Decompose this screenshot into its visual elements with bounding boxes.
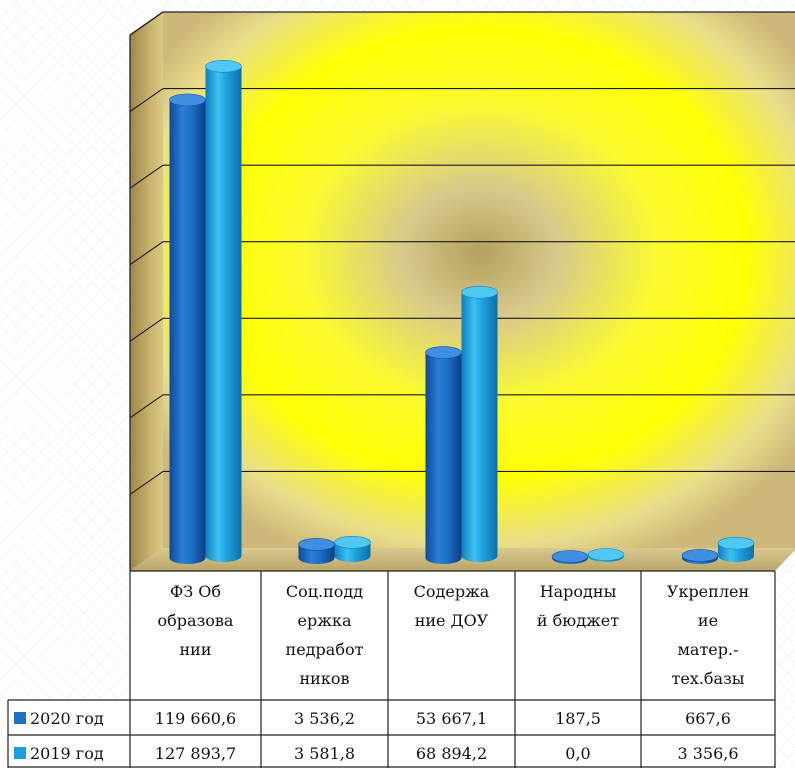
category-label-line: образова xyxy=(158,611,234,630)
bar-top xyxy=(169,93,206,107)
data-label: 53 667,1 xyxy=(416,709,487,728)
bar-top xyxy=(425,346,462,359)
bar-2020-3 xyxy=(551,550,589,564)
data-label: 3 356,6 xyxy=(677,744,738,763)
bar-2020-2 xyxy=(425,346,462,564)
category-label-line: Содержа xyxy=(414,582,490,601)
gridline-side xyxy=(129,88,164,113)
legend-label: 2019 год xyxy=(30,744,104,763)
category-label-line: матер.- xyxy=(677,640,738,659)
bar-top xyxy=(587,548,625,561)
gridline-side xyxy=(129,394,164,419)
bar-top xyxy=(461,285,498,299)
bars-group xyxy=(169,60,755,564)
data-label: 68 894,2 xyxy=(416,744,487,763)
category-label-line: ФЗ Об xyxy=(170,582,221,601)
plot-walls xyxy=(129,11,795,571)
bar-2019-1 xyxy=(334,535,371,562)
bar-2019-4 xyxy=(717,536,755,562)
category-label: ФЗ Об образова нии xyxy=(158,582,234,659)
bar-2019-0 xyxy=(205,60,242,563)
category-label-line: й бюджет xyxy=(537,611,619,630)
bar-top xyxy=(298,538,335,551)
bar-2020-0 xyxy=(169,93,206,564)
data-label: 3 536,2 xyxy=(294,709,355,728)
bar-top xyxy=(717,536,755,550)
category-label-line: педработ xyxy=(286,640,364,659)
bar-body xyxy=(205,66,242,563)
bar-body xyxy=(169,99,206,564)
gridline-side xyxy=(129,470,164,495)
bar-top xyxy=(334,535,371,549)
category-label-line: тех.базы xyxy=(671,669,744,688)
category-label-line: нии xyxy=(180,640,212,659)
data-label: 127 893,7 xyxy=(155,744,236,763)
category-label-line: Соц.подд xyxy=(286,582,363,601)
category-label-line: ие xyxy=(698,611,718,630)
data-table: ФЗ Об образова нии Соц.подд ержка педработ ник… xyxy=(7,570,776,768)
category-label: Содержа ние ДОУ xyxy=(414,582,490,630)
gridline-side xyxy=(129,241,164,266)
data-label: 0,0 xyxy=(565,744,590,763)
category-label: Народны й бюджет xyxy=(537,582,619,630)
bar-2019-2 xyxy=(461,285,498,562)
legend-swatch xyxy=(14,712,26,724)
side-wall xyxy=(130,12,163,571)
data-label: 187,5 xyxy=(555,709,601,728)
data-label: 3 581,8 xyxy=(294,744,355,763)
legend-swatch xyxy=(14,747,26,759)
data-label: 667,6 xyxy=(685,709,731,728)
category-label-line: ников xyxy=(300,669,350,688)
bar-body xyxy=(461,292,498,562)
gridline-side xyxy=(129,317,164,342)
back-wall xyxy=(163,12,795,548)
legend-label: 2020 год xyxy=(30,709,104,728)
bar-top xyxy=(551,550,589,563)
category-label-line: Народны xyxy=(540,582,617,601)
gridline-side xyxy=(129,164,164,189)
data-label: 119 660,6 xyxy=(155,709,236,728)
bar-2020-4 xyxy=(681,549,719,564)
bar-top xyxy=(205,60,242,73)
category-label: Укреплен ие матер.- тех.базы xyxy=(667,582,749,688)
bar-top xyxy=(681,549,719,562)
bar-2019-3 xyxy=(587,548,625,562)
category-label-line: ние ДОУ xyxy=(415,611,489,630)
category-label-line: ержка xyxy=(298,611,352,630)
category-label: Соц.подд ержка педработ ников xyxy=(286,582,364,688)
bar-2020-1 xyxy=(298,538,335,564)
bar-body xyxy=(425,352,462,564)
floor xyxy=(130,548,795,571)
category-label-line: Укреплен xyxy=(667,582,749,601)
back-wall-border xyxy=(129,11,795,36)
table-body-bg xyxy=(8,700,775,768)
table-header-bg xyxy=(130,571,775,700)
